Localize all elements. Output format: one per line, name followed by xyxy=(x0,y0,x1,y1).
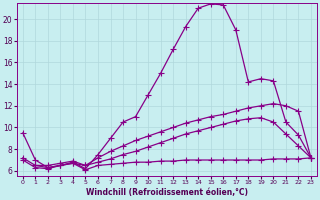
X-axis label: Windchill (Refroidissement éolien,°C): Windchill (Refroidissement éolien,°C) xyxy=(86,188,248,197)
